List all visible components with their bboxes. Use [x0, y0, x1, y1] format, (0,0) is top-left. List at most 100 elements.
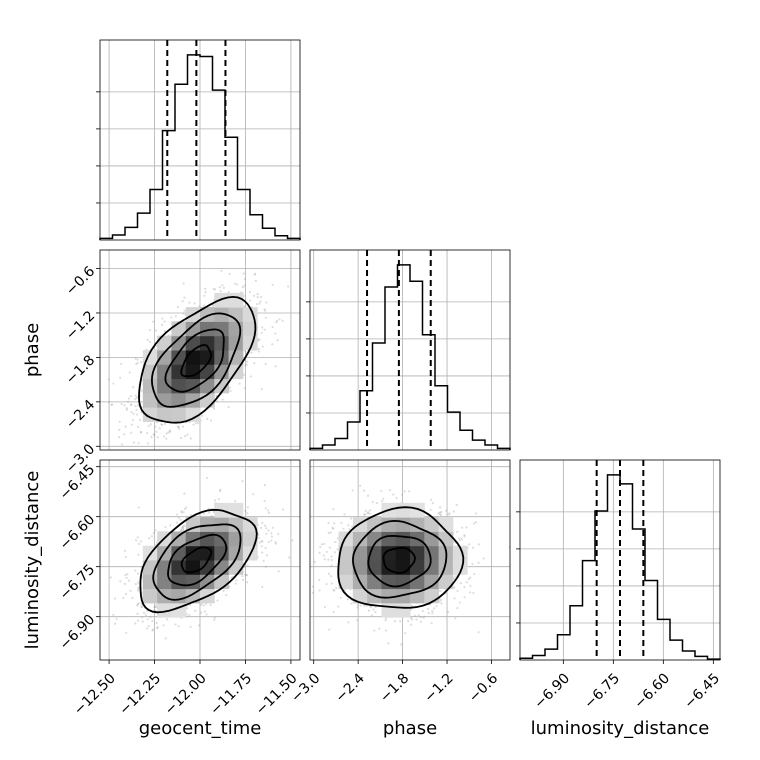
sample-point: [154, 529, 157, 532]
sample-point: [194, 609, 197, 612]
sample-point: [155, 626, 159, 630]
sample-point: [197, 421, 200, 425]
sample-point: [334, 540, 337, 544]
sample-point: [264, 546, 267, 550]
sample-point: [149, 615, 152, 619]
sample-point: [265, 554, 269, 557]
sample-point: [274, 332, 277, 335]
sample-point: [431, 502, 434, 505]
sample-point: [107, 378, 110, 381]
density-cell: [171, 588, 187, 604]
sample-point: [332, 610, 335, 614]
sample-point: [174, 315, 178, 318]
sample-point: [152, 628, 155, 631]
sample-point: [252, 294, 255, 297]
sample-point: [246, 506, 249, 509]
sample-point: [111, 403, 114, 406]
sample-point: [136, 619, 140, 622]
sample-point: [137, 542, 141, 546]
sample-point: [213, 288, 217, 291]
sample-point: [175, 521, 178, 524]
sample-point: [410, 623, 413, 626]
sample-point: [332, 527, 335, 530]
sample-point: [342, 527, 345, 530]
sample-point: [407, 619, 410, 623]
sample-point: [235, 579, 238, 582]
sample-point: [182, 511, 185, 514]
sample-point: [216, 599, 219, 602]
density-cell: [228, 307, 244, 322]
sample-point: [218, 286, 221, 289]
sample-point: [134, 569, 137, 572]
sample-point: [141, 616, 144, 619]
sample-point: [260, 388, 263, 391]
sample-point: [183, 507, 186, 511]
density-cell: [142, 588, 158, 604]
sample-point: [281, 319, 284, 322]
sample-point: [156, 626, 159, 629]
density-cell: [200, 531, 215, 547]
sample-point: [181, 526, 184, 529]
sample-point: [183, 296, 186, 299]
sample-point: [234, 582, 237, 585]
sample-point: [150, 435, 153, 439]
sample-point: [136, 612, 139, 615]
density-layer: [100, 460, 300, 660]
sample-point: [356, 606, 359, 609]
sample-point: [181, 425, 185, 428]
density-cell: [214, 292, 230, 308]
sample-point: [332, 508, 335, 511]
sample-point: [233, 282, 237, 285]
sample-point: [437, 512, 440, 515]
sample-point: [468, 591, 472, 594]
sample-point: [185, 607, 189, 610]
sample-point: [200, 603, 203, 606]
sample-point: [135, 408, 138, 412]
sample-point: [261, 551, 264, 554]
density-cell: [185, 350, 201, 365]
sample-point: [469, 584, 472, 588]
sample-point: [339, 596, 342, 600]
sample-point: [209, 419, 213, 422]
sample-point: [212, 287, 215, 291]
sample-point: [340, 521, 343, 525]
sample-point: [137, 587, 140, 590]
sample-point: [222, 286, 226, 290]
sample-point: [241, 578, 245, 582]
sample-point: [152, 320, 155, 323]
sample-point: [259, 295, 263, 299]
sample-point: [165, 432, 168, 435]
sample-point: [153, 433, 156, 437]
sample-point: [250, 351, 253, 354]
sample-point: [203, 610, 207, 613]
sample-point: [120, 402, 123, 406]
sample-point: [180, 511, 183, 514]
panel-frame: [99, 39, 301, 241]
sample-point: [176, 305, 180, 309]
sample-point: [447, 610, 450, 614]
sample-point: [447, 513, 450, 516]
sample-point: [245, 360, 249, 363]
sample-point: [366, 494, 370, 497]
sample-point: [277, 570, 280, 573]
sample-point: [210, 515, 213, 518]
sample-point: [134, 394, 137, 397]
sample-point: [471, 563, 474, 566]
sample-point: [456, 589, 459, 592]
sample-point: [267, 511, 271, 515]
sample-point: [331, 526, 334, 529]
sample-point: [238, 382, 241, 385]
sample-point: [440, 602, 443, 605]
sample-point: [323, 558, 326, 561]
sample-point: [86, 420, 88, 422]
sample-point: [333, 589, 336, 592]
sample-point: [274, 541, 277, 544]
sample-point: [137, 442, 140, 445]
sample-point: [311, 591, 315, 594]
sample-point: [113, 597, 117, 600]
sample-point: [140, 605, 143, 608]
sample-point: [276, 339, 279, 342]
density-cell: [157, 574, 172, 590]
sample-point: [263, 524, 267, 527]
sample-point: [264, 316, 267, 319]
